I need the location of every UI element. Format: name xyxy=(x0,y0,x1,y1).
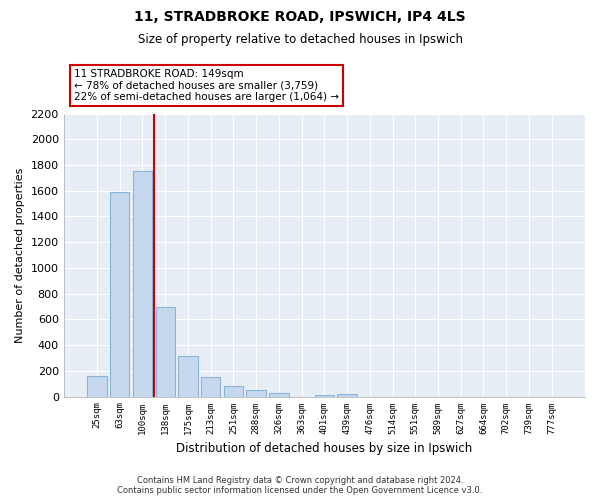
Bar xyxy=(201,376,220,396)
Text: Contains HM Land Registry data © Crown copyright and database right 2024.
Contai: Contains HM Land Registry data © Crown c… xyxy=(118,476,482,495)
Bar xyxy=(110,192,130,396)
Bar xyxy=(247,390,266,396)
Bar xyxy=(337,394,357,396)
Bar xyxy=(178,356,197,397)
Bar xyxy=(314,394,334,396)
Bar xyxy=(133,172,152,396)
Bar xyxy=(224,386,243,396)
Bar xyxy=(155,306,175,396)
Text: 11 STRADBROKE ROAD: 149sqm
← 78% of detached houses are smaller (3,759)
22% of s: 11 STRADBROKE ROAD: 149sqm ← 78% of deta… xyxy=(74,69,339,102)
Y-axis label: Number of detached properties: Number of detached properties xyxy=(15,168,25,343)
Bar xyxy=(88,376,107,396)
Text: 11, STRADBROKE ROAD, IPSWICH, IP4 4LS: 11, STRADBROKE ROAD, IPSWICH, IP4 4LS xyxy=(134,10,466,24)
X-axis label: Distribution of detached houses by size in Ipswich: Distribution of detached houses by size … xyxy=(176,442,472,455)
Bar xyxy=(269,394,289,396)
Text: Size of property relative to detached houses in Ipswich: Size of property relative to detached ho… xyxy=(137,32,463,46)
